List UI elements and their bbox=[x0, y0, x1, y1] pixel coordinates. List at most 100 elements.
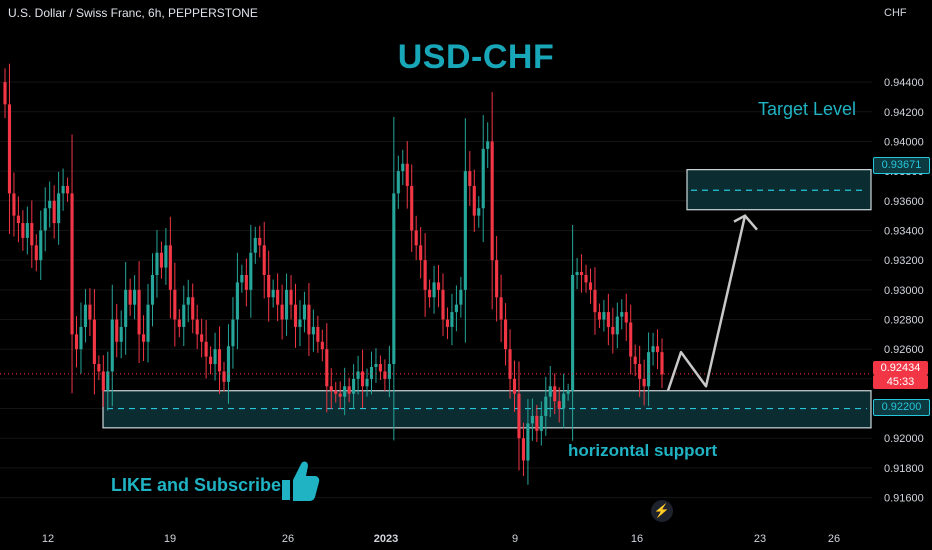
candle bbox=[119, 326, 123, 342]
candle bbox=[459, 289, 463, 305]
candle bbox=[629, 322, 633, 357]
candle bbox=[12, 193, 16, 216]
candle bbox=[504, 319, 508, 350]
candle bbox=[3, 82, 7, 105]
candle bbox=[517, 393, 521, 439]
candle bbox=[396, 171, 400, 194]
candle bbox=[548, 386, 552, 397]
support-zone bbox=[102, 390, 872, 429]
candle bbox=[249, 252, 253, 290]
candle bbox=[526, 423, 530, 461]
candle bbox=[620, 312, 624, 317]
candle bbox=[495, 260, 499, 298]
candle bbox=[285, 289, 289, 320]
candle bbox=[530, 415, 534, 424]
candle bbox=[200, 334, 204, 342]
candle bbox=[597, 312, 601, 320]
candle bbox=[521, 438, 526, 461]
candle bbox=[615, 316, 619, 335]
candle bbox=[240, 275, 244, 283]
candle bbox=[450, 312, 454, 327]
thumbs-up-icon bbox=[278, 458, 320, 509]
candle bbox=[334, 390, 338, 394]
candle bbox=[365, 378, 369, 387]
candle bbox=[106, 371, 110, 391]
y-axis: 0.944000.942000.940000.938000.936000.934… bbox=[884, 77, 924, 504]
candle bbox=[302, 304, 307, 320]
candle bbox=[414, 230, 418, 246]
x-tick-label: 9 bbox=[512, 533, 518, 545]
support-price-tag: 0.92200 bbox=[873, 399, 930, 416]
lightning-icon[interactable]: ⚡ bbox=[651, 500, 673, 522]
candle bbox=[222, 371, 226, 382]
y-tick-label: 0.92600 bbox=[884, 344, 924, 356]
candle bbox=[92, 319, 96, 365]
support-label: horizontal support bbox=[568, 441, 718, 460]
candle bbox=[383, 371, 387, 379]
candle bbox=[571, 275, 575, 391]
x-tick-label: 23 bbox=[754, 533, 766, 545]
candle bbox=[298, 319, 302, 327]
x-tick-label: 19 bbox=[164, 533, 176, 545]
candle bbox=[624, 312, 628, 323]
candle bbox=[316, 326, 320, 342]
like-subscribe-label: LIKE and Subscribe bbox=[111, 475, 282, 495]
candle bbox=[463, 171, 467, 290]
candle bbox=[168, 245, 172, 290]
candle bbox=[472, 185, 476, 216]
candle bbox=[606, 312, 610, 327]
candle bbox=[280, 304, 284, 320]
candle bbox=[253, 237, 257, 253]
y-tick-label: 0.92000 bbox=[884, 433, 924, 445]
projection-arrowhead bbox=[733, 214, 758, 231]
candle bbox=[115, 319, 119, 342]
candle bbox=[110, 319, 114, 372]
candle bbox=[579, 272, 584, 275]
y-tick-label: 0.92800 bbox=[884, 315, 924, 327]
candle bbox=[566, 390, 570, 394]
candle bbox=[186, 297, 190, 305]
candle bbox=[231, 319, 235, 347]
candle bbox=[262, 245, 266, 275]
chart-title: USD-CHF bbox=[397, 38, 555, 76]
symbol-header: U.S. Dollar / Swiss Franc, 6h, PEPPERSTO… bbox=[8, 6, 258, 20]
candle bbox=[419, 245, 423, 261]
candle bbox=[307, 304, 311, 335]
candle bbox=[141, 334, 146, 342]
y-tick-label: 0.91800 bbox=[884, 463, 924, 475]
candle bbox=[401, 163, 405, 172]
x-tick-label: 26 bbox=[828, 533, 840, 545]
candle bbox=[512, 378, 517, 394]
candle bbox=[655, 346, 660, 353]
candle bbox=[481, 148, 485, 209]
candle bbox=[276, 289, 280, 305]
candle bbox=[244, 275, 248, 290]
candle bbox=[267, 275, 271, 298]
candle bbox=[293, 304, 298, 327]
candle bbox=[155, 252, 159, 275]
candle bbox=[30, 223, 34, 246]
y-tick-label: 0.93200 bbox=[884, 255, 924, 267]
y-tick-label: 0.93400 bbox=[884, 225, 924, 237]
candle bbox=[387, 364, 391, 379]
x-tick-label: 2023 bbox=[374, 533, 398, 545]
candle bbox=[651, 346, 655, 353]
candle bbox=[562, 393, 566, 409]
candle bbox=[213, 349, 217, 365]
candle bbox=[584, 275, 588, 283]
candle bbox=[535, 415, 539, 431]
candle bbox=[128, 289, 132, 305]
candle bbox=[428, 289, 432, 298]
candle bbox=[25, 223, 29, 238]
candle bbox=[66, 185, 70, 194]
candle bbox=[642, 378, 646, 387]
current-price-tag: 0.92434 bbox=[873, 361, 928, 375]
candle bbox=[539, 415, 543, 431]
candle bbox=[146, 304, 150, 342]
y-tick-label: 0.94200 bbox=[884, 107, 924, 119]
candle bbox=[378, 364, 382, 372]
candle bbox=[369, 367, 374, 379]
candle bbox=[209, 356, 213, 365]
target-price-tag: 0.93671 bbox=[873, 157, 930, 174]
